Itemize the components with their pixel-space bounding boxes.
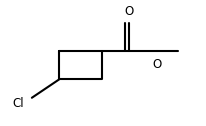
- Text: Cl: Cl: [12, 97, 24, 109]
- Text: O: O: [125, 5, 134, 18]
- Text: O: O: [152, 58, 161, 71]
